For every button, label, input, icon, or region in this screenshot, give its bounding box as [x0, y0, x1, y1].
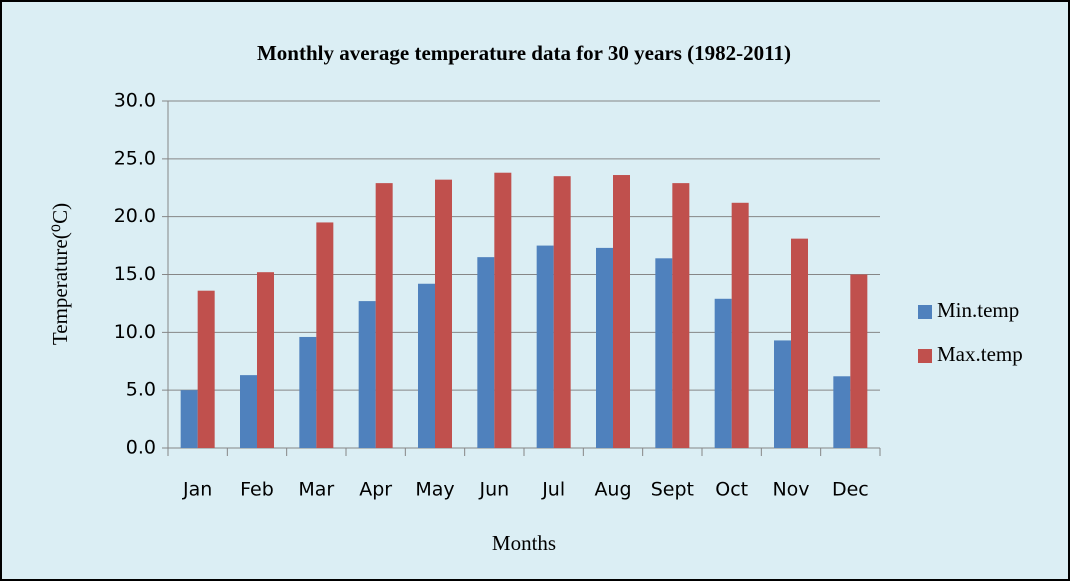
- bar: [655, 258, 673, 448]
- bar: [553, 176, 571, 448]
- bar: [316, 222, 334, 448]
- y-tick-label: 20.0: [114, 205, 156, 227]
- bar: [418, 283, 435, 448]
- bar: [240, 375, 257, 448]
- y-axis-label: Temperature(⁰C): [48, 203, 72, 345]
- legend-swatch: [918, 305, 932, 319]
- y-tick-label: 0.0: [126, 437, 156, 459]
- y-tick-label: 25.0: [114, 147, 156, 169]
- x-tick-label: Oct: [715, 479, 748, 501]
- bar: [536, 245, 554, 448]
- x-tick-label: Mar: [298, 479, 334, 501]
- bar: [197, 290, 215, 448]
- bar: [850, 274, 868, 448]
- bar: [494, 172, 512, 449]
- x-tick-label: Apr: [359, 479, 392, 501]
- y-tick-label: 30.0: [114, 90, 156, 112]
- bar: [180, 390, 198, 448]
- x-tick-label: Feb: [240, 479, 274, 501]
- x-tick-label: Nov: [772, 479, 809, 501]
- bar: [299, 336, 317, 448]
- x-tick-label: Aug: [594, 479, 631, 501]
- y-tick-label: 10.0: [114, 321, 156, 343]
- bar: [375, 183, 393, 448]
- chart-title: Monthly average temperature data for 30 …: [257, 41, 791, 65]
- x-tick-label: Jul: [541, 479, 565, 501]
- bar: [435, 179, 452, 449]
- legend-label: Max.temp: [937, 342, 1023, 366]
- bar: [791, 238, 808, 448]
- x-tick-label: Sept: [651, 479, 694, 501]
- x-tick-label: May: [415, 479, 454, 501]
- y-tick-label: 5.0: [126, 379, 156, 401]
- x-tick-label: Jan: [182, 479, 212, 501]
- bar: [672, 183, 690, 448]
- x-tick-label: Jun: [478, 479, 509, 501]
- y-tick-label: 15.0: [114, 263, 156, 285]
- x-axis-label: Months: [492, 531, 556, 555]
- bar: [358, 301, 376, 448]
- bar: [774, 340, 791, 448]
- bar: [257, 272, 274, 448]
- bar: [477, 257, 495, 448]
- bar: [731, 202, 749, 448]
- legend-label: Min.temp: [937, 298, 1019, 322]
- bar: [833, 376, 851, 448]
- x-tick-label: Dec: [832, 479, 869, 501]
- bar: [714, 298, 732, 448]
- bar: [596, 247, 613, 448]
- bar: [613, 175, 630, 448]
- legend-swatch: [918, 349, 932, 363]
